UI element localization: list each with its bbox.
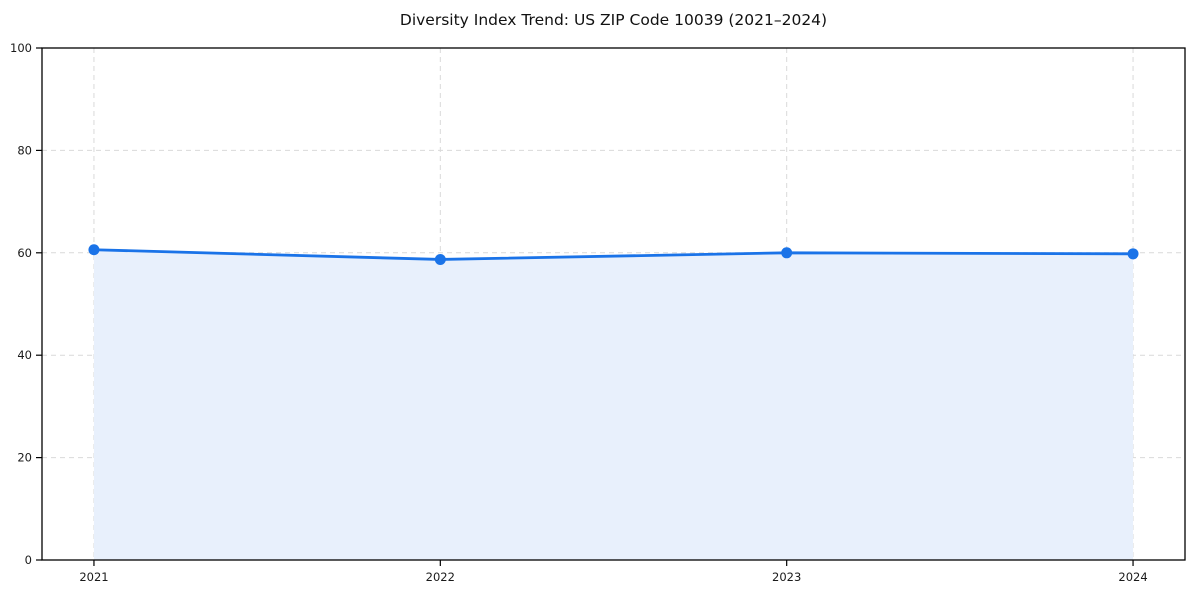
- data-point-marker: [781, 247, 793, 259]
- y-tick-label: 80: [17, 143, 32, 157]
- x-tick-label: 2022: [426, 570, 455, 584]
- x-tick-label: 2024: [1118, 570, 1147, 584]
- y-tick-label: 0: [25, 553, 32, 567]
- data-point-marker: [434, 253, 446, 265]
- x-tick-label: 2021: [79, 570, 108, 584]
- y-tick-label: 20: [17, 451, 32, 465]
- data-point-marker: [1127, 248, 1139, 260]
- y-tick-label: 100: [10, 41, 32, 55]
- x-tick-label: 2023: [772, 570, 801, 584]
- y-tick-label: 40: [17, 348, 32, 362]
- area-fill: [93, 249, 1134, 560]
- axes-spines: [41, 47, 1186, 561]
- trend-line: [92, 248, 1135, 261]
- data-point-marker: [88, 244, 100, 256]
- y-tick-label: 60: [17, 246, 32, 260]
- chart-title: Diversity Index Trend: US ZIP Code 10039…: [399, 11, 828, 29]
